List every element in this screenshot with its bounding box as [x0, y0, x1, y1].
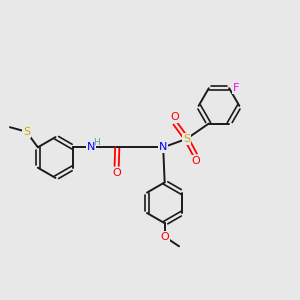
- Text: O: O: [112, 167, 121, 178]
- Text: H: H: [94, 138, 100, 147]
- Text: O: O: [170, 112, 179, 122]
- Text: N: N: [159, 142, 167, 152]
- Text: F: F: [232, 82, 239, 93]
- Text: O: O: [160, 232, 169, 242]
- Text: N: N: [87, 142, 95, 152]
- Text: S: S: [183, 134, 190, 144]
- Text: S: S: [23, 127, 30, 137]
- Text: O: O: [191, 156, 200, 166]
